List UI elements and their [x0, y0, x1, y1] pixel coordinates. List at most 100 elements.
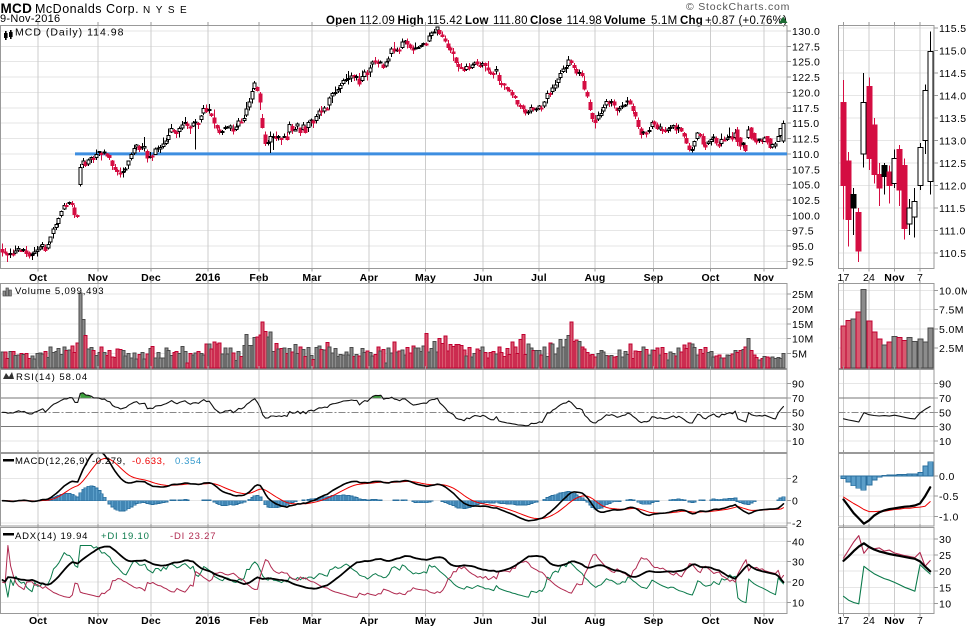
svg-text:Nov: Nov	[884, 272, 904, 284]
svg-text:10: 10	[792, 436, 804, 448]
svg-text:70: 70	[792, 393, 804, 405]
svg-text:Mar: Mar	[302, 615, 321, 627]
svg-text:15: 15	[939, 582, 951, 594]
svg-text:5M: 5M	[792, 349, 807, 361]
svg-text:Nov: Nov	[88, 272, 108, 284]
svg-text:Jul: Jul	[531, 272, 547, 284]
svg-text:Aug: Aug	[584, 272, 605, 284]
svg-text:130.0: 130.0	[792, 26, 820, 38]
svg-text:Nov: Nov	[754, 615, 774, 627]
svg-text:113.0: 113.0	[939, 136, 967, 148]
svg-text:Chg: Chg	[680, 15, 703, 27]
svg-text:MACD(12,26,9) -0.279,: MACD(12,26,9) -0.279,	[15, 456, 126, 467]
svg-text:70: 70	[939, 393, 951, 405]
svg-text:30: 30	[792, 557, 804, 569]
svg-text:50: 50	[939, 407, 951, 419]
svg-text:102.5: 102.5	[792, 195, 820, 207]
svg-text:Nov: Nov	[754, 272, 774, 284]
svg-text:122.5: 122.5	[792, 72, 820, 84]
svg-text:112.09: 112.09	[360, 15, 396, 27]
svg-text:97.5: 97.5	[792, 226, 814, 238]
svg-text:125.0: 125.0	[792, 57, 820, 69]
svg-text:7: 7	[917, 272, 923, 284]
svg-text:Oct: Oct	[701, 615, 719, 627]
svg-text:RSI(14) 58.04: RSI(14) 58.04	[16, 372, 88, 383]
svg-text:111.80: 111.80	[493, 15, 528, 27]
svg-text:127.5: 127.5	[792, 41, 820, 53]
svg-text:McDonalds Corp.: McDonalds Corp.	[35, 2, 139, 16]
svg-text:Sep: Sep	[644, 272, 664, 284]
svg-text:30: 30	[792, 422, 804, 434]
svg-text:-0.633,: -0.633,	[132, 456, 166, 467]
svg-text:114.0: 114.0	[939, 91, 967, 103]
svg-text:Oct: Oct	[29, 615, 47, 627]
svg-text:10M: 10M	[792, 334, 814, 346]
svg-text:2: 2	[792, 474, 798, 486]
svg-text:-2: -2	[792, 518, 802, 530]
svg-text:© StockCharts.com: © StockCharts.com	[686, 1, 790, 13]
svg-text:50: 50	[792, 407, 804, 419]
svg-text:5.1M: 5.1M	[651, 15, 677, 27]
svg-text:0.0: 0.0	[939, 471, 955, 483]
svg-text:MCD (Daily) 114.98: MCD (Daily) 114.98	[15, 27, 124, 39]
svg-text:15M: 15M	[792, 319, 814, 331]
svg-text:Oct: Oct	[29, 272, 47, 284]
svg-text:10: 10	[792, 597, 804, 609]
svg-text:25M: 25M	[792, 289, 814, 301]
svg-text:20: 20	[792, 577, 804, 589]
svg-text:90: 90	[792, 378, 804, 390]
svg-text:20: 20	[939, 566, 951, 578]
svg-text:7: 7	[917, 615, 923, 627]
svg-text:+DI 19.10: +DI 19.10	[101, 531, 150, 542]
svg-text:20M: 20M	[792, 304, 814, 316]
svg-text:May: May	[415, 272, 436, 284]
svg-text:-DI 23.27: -DI 23.27	[170, 531, 216, 542]
svg-text:95.0: 95.0	[792, 241, 814, 253]
svg-text:105.0: 105.0	[792, 180, 820, 192]
svg-text:MCD: MCD	[1, 1, 33, 16]
svg-text:110.0: 110.0	[792, 149, 820, 161]
svg-text:2016: 2016	[195, 615, 220, 627]
svg-text:110.5: 110.5	[939, 248, 967, 260]
svg-text:Nov: Nov	[884, 615, 904, 627]
svg-text:114.5: 114.5	[939, 68, 967, 80]
svg-text:Dec: Dec	[141, 272, 161, 284]
svg-text:Open: Open	[326, 15, 356, 27]
svg-text:-0.5: -0.5	[939, 491, 959, 503]
svg-text:May: May	[415, 615, 436, 627]
svg-text:ADX(14) 19.94: ADX(14) 19.94	[15, 531, 88, 542]
svg-text:24: 24	[863, 615, 875, 627]
svg-text:Jul: Jul	[531, 615, 547, 627]
svg-text:24: 24	[863, 272, 875, 284]
svg-text:30: 30	[939, 534, 951, 546]
svg-text:40: 40	[792, 536, 804, 548]
svg-text:10.0M: 10.0M	[939, 285, 967, 297]
svg-text:107.5: 107.5	[792, 164, 820, 176]
svg-text:-1.0: -1.0	[939, 511, 959, 523]
svg-text:111.5: 111.5	[939, 203, 966, 215]
svg-text:Apr: Apr	[360, 272, 379, 284]
svg-text:NYSE: NYSE	[143, 5, 192, 16]
svg-text:112.5: 112.5	[792, 134, 820, 146]
svg-text:Apr: Apr	[360, 615, 379, 627]
svg-text:115.42: 115.42	[427, 15, 463, 27]
svg-text:Feb: Feb	[249, 615, 268, 627]
svg-text:115.5: 115.5	[939, 23, 967, 35]
svg-text:Jun: Jun	[473, 272, 492, 284]
svg-text:2016: 2016	[195, 272, 220, 284]
svg-text:Close: Close	[530, 15, 562, 27]
svg-text:Oct: Oct	[701, 272, 719, 284]
svg-text:9-Nov-2016: 9-Nov-2016	[0, 13, 60, 25]
svg-text:10: 10	[939, 436, 951, 448]
svg-text:0.354: 0.354	[175, 456, 202, 467]
svg-text:117.5: 117.5	[792, 103, 820, 115]
svg-text:10: 10	[939, 599, 951, 611]
svg-text:Volume: Volume	[604, 15, 646, 27]
svg-text:115.0: 115.0	[792, 118, 820, 130]
svg-text:7.5M: 7.5M	[939, 305, 964, 317]
svg-text:2.5M: 2.5M	[939, 343, 964, 355]
svg-text:90: 90	[939, 378, 951, 390]
svg-text:114.98: 114.98	[567, 15, 603, 27]
svg-text:Jun: Jun	[473, 615, 492, 627]
svg-text:17: 17	[837, 615, 849, 627]
